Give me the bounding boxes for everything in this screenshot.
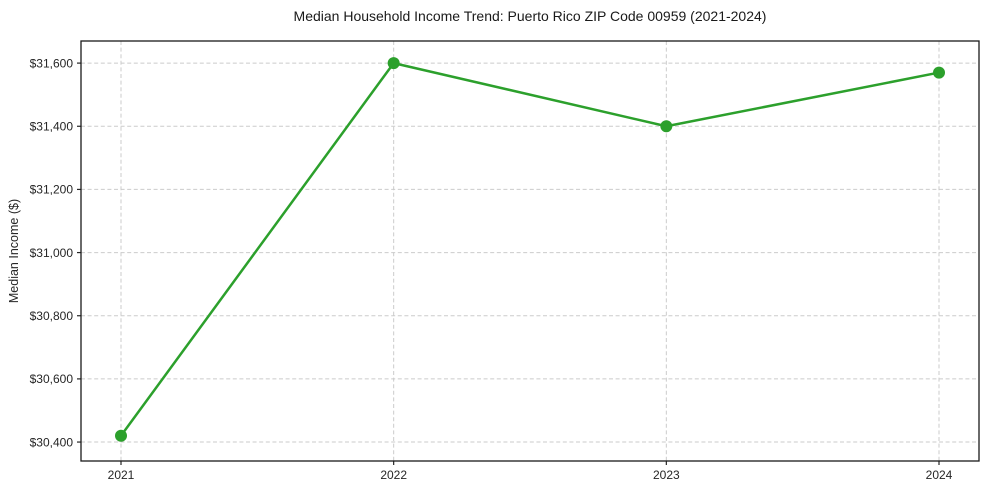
data-point [387, 57, 400, 70]
y-tick-label: $31,200 [30, 183, 74, 197]
y-tick-label: $31,400 [30, 119, 74, 133]
x-tick-label: 2023 [653, 468, 680, 482]
x-tick-label: 2024 [926, 468, 953, 482]
x-tick-label: 2022 [380, 468, 407, 482]
chart-title: Median Household Income Trend: Puerto Ri… [293, 8, 767, 24]
y-tick-label: $31,600 [30, 56, 74, 70]
series-line [119, 61, 941, 437]
y-tick-label: $30,800 [30, 309, 74, 323]
y-tick-label: $30,400 [30, 435, 74, 449]
data-point [115, 429, 127, 442]
plot-frame [80, 40, 980, 462]
data-point [933, 66, 945, 79]
y-tick-label: $30,600 [30, 372, 74, 386]
y-tick-label: $31,000 [30, 246, 74, 260]
x-tick-label: 2021 [108, 468, 135, 482]
data-point [660, 120, 673, 133]
